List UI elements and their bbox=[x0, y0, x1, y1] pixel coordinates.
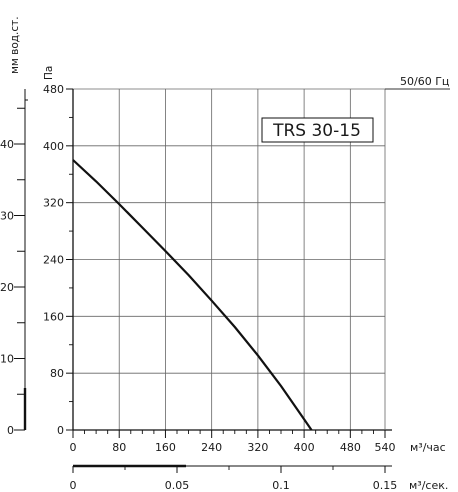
x-tick-label: 480 bbox=[340, 441, 361, 454]
y-left-units-label: мм вод.ст. bbox=[9, 16, 21, 74]
x2-tick-label: 0.05 bbox=[165, 479, 190, 492]
mm-tick-label: 40 bbox=[0, 138, 14, 151]
y-tick-label: 480 bbox=[43, 83, 64, 96]
axes bbox=[14, 88, 450, 473]
x-tick-label: 540 bbox=[375, 441, 396, 454]
x2-tick-label: 0 bbox=[70, 479, 77, 492]
series-layer bbox=[72, 159, 313, 431]
grid-lines bbox=[73, 88, 385, 430]
x-tick-label: 320 bbox=[247, 441, 268, 454]
y-units-label: Па bbox=[43, 66, 55, 80]
mm-tick-label: 30 bbox=[0, 210, 14, 223]
y-tick-label: 0 bbox=[57, 424, 64, 437]
performance-curve bbox=[72, 159, 313, 431]
y-tick-label: 80 bbox=[50, 367, 64, 380]
mm-tick-label: 10 bbox=[0, 353, 14, 366]
x2-tick-label: 0.15 bbox=[373, 479, 398, 492]
model-label: TRS 30-15 bbox=[272, 121, 361, 141]
x2-tick-label: 0.1 bbox=[272, 479, 290, 492]
x-tick-label: 0 bbox=[70, 441, 77, 454]
y-tick-label: 320 bbox=[43, 197, 64, 210]
x-tick-label: 80 bbox=[112, 441, 126, 454]
x-tick-label: 400 bbox=[294, 441, 315, 454]
y-tick-label: 400 bbox=[43, 140, 64, 153]
frequency-label: 50/60 Гц bbox=[400, 75, 449, 88]
x-units-label: м³/час bbox=[410, 441, 446, 454]
mm-tick-label: 0 bbox=[7, 424, 14, 437]
x2-units-label: м³/сек. bbox=[409, 479, 448, 492]
y-tick-label: 240 bbox=[43, 254, 64, 267]
mm-tick-label: 20 bbox=[0, 281, 14, 294]
x-tick-label: 240 bbox=[201, 441, 222, 454]
model-label-box bbox=[261, 117, 374, 143]
y-tick-label: 160 bbox=[43, 310, 64, 323]
x-tick-label: 160 bbox=[155, 441, 176, 454]
